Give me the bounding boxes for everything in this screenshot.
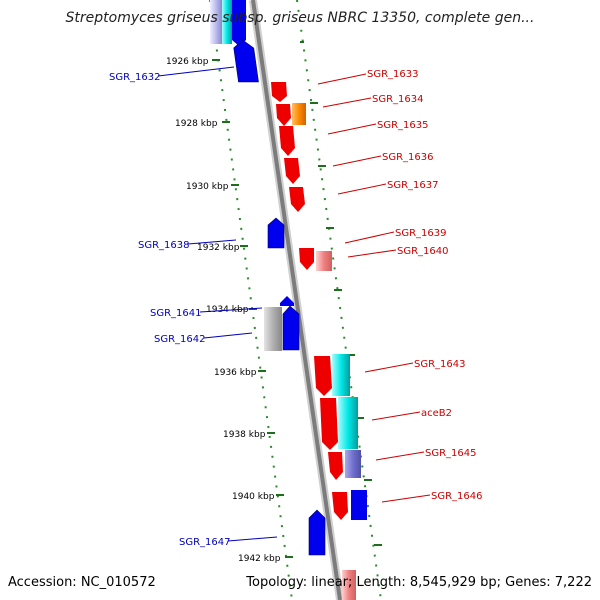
minus-track-line [209, 0, 293, 600]
gene-sgr-1645[interactable] [328, 452, 343, 480]
gene-sgr-1635[interactable] [279, 126, 295, 156]
gene-label-sgr-1645: SGR_1645 [425, 448, 477, 459]
gene-sgr-1641[interactable] [280, 296, 294, 306]
gene-label-sgr-1647: SGR_1647 [179, 537, 231, 548]
gene-label-sgr-1636: SGR_1636 [382, 152, 434, 163]
gene-sgr-1646-red[interactable] [332, 492, 348, 520]
gene-label-sgr-1637: SGR_1637 [387, 180, 439, 191]
gene-sgr-1645-purple[interactable] [345, 450, 361, 478]
gene-sgr-1638[interactable] [267, 217, 285, 249]
gene-label-sgr-1643: SGR_1643 [414, 359, 466, 370]
gene-sgr-1643[interactable] [314, 356, 332, 396]
gene-label-sgr-1642: SGR_1642 [154, 334, 206, 345]
plus-leader-lines [317, 73, 431, 503]
gene-sgr-1646[interactable] [351, 490, 367, 520]
gene-sgr-1632[interactable] [233, 39, 259, 83]
gene-sgr-1636[interactable] [284, 158, 300, 184]
map-title: Streptomyces griseus subsp. griseus NBRC… [66, 10, 535, 26]
kbp-label-1930: 1930 kbp [186, 182, 229, 192]
gene-label-sgr-1640: SGR_1640 [397, 246, 449, 257]
gene-sgr-1642-gray[interactable] [264, 307, 282, 351]
genome-summary-text: Topology: linear; Length: 8,545,929 bp; … [245, 575, 592, 590]
gene-sgr-1639[interactable] [299, 248, 314, 270]
gene-sgr-1637[interactable] [289, 187, 305, 212]
accession-text: Accession: NC_010572 [8, 575, 156, 590]
gene-label-sgr-1646: SGR_1646 [431, 491, 483, 502]
gene-sgr-1642[interactable] [282, 305, 300, 351]
kbp-label-1940: 1940 kbp [232, 492, 275, 502]
gene-aceb2[interactable] [320, 398, 338, 450]
kbp-label-1938: 1938 kbp [223, 430, 266, 440]
kbp-label-1936: 1936 kbp [214, 368, 257, 378]
kbp-label-1928: 1928 kbp [175, 119, 218, 129]
gene-sgr-1640[interactable] [316, 251, 332, 271]
gene-sgr-1647[interactable] [308, 509, 326, 556]
kbp-label-1926: 1926 kbp [166, 57, 209, 67]
kbp-ticks [212, 59, 293, 558]
gene-sgr-1634[interactable] [292, 103, 306, 125]
gene-label-sgr-1633: SGR_1633 [367, 69, 419, 80]
gene-bottom-pink[interactable] [342, 570, 356, 600]
genome-backbone-core [251, 0, 342, 600]
minus-leader-lines [157, 66, 278, 542]
gene-label-sgr-1632: SGR_1632 [109, 72, 161, 83]
gene-label-aceb2: aceB2 [421, 408, 452, 419]
gene-aceb2-cyan[interactable] [338, 397, 358, 449]
gene-label-sgr-1634: SGR_1634 [372, 94, 424, 105]
plus-track-ticks [300, 41, 382, 546]
kbp-label-1942: 1942 kbp [238, 554, 281, 564]
gene-sgr-1633[interactable] [271, 82, 287, 102]
gene-label-sgr-1635: SGR_1635 [377, 120, 429, 131]
gene-label-sgr-1638: SGR_1638 [138, 240, 190, 251]
gene-label-sgr-1639: SGR_1639 [395, 228, 447, 239]
gene-sgr-1643-cyan[interactable] [332, 354, 350, 396]
gene-sgr-1634-red[interactable] [276, 104, 291, 126]
plus-track-line [296, 0, 382, 600]
gene-label-sgr-1641: SGR_1641 [150, 308, 202, 319]
kbp-label-1932: 1932 kbp [197, 243, 240, 253]
gene-block-top[interactable] [210, 0, 246, 46]
